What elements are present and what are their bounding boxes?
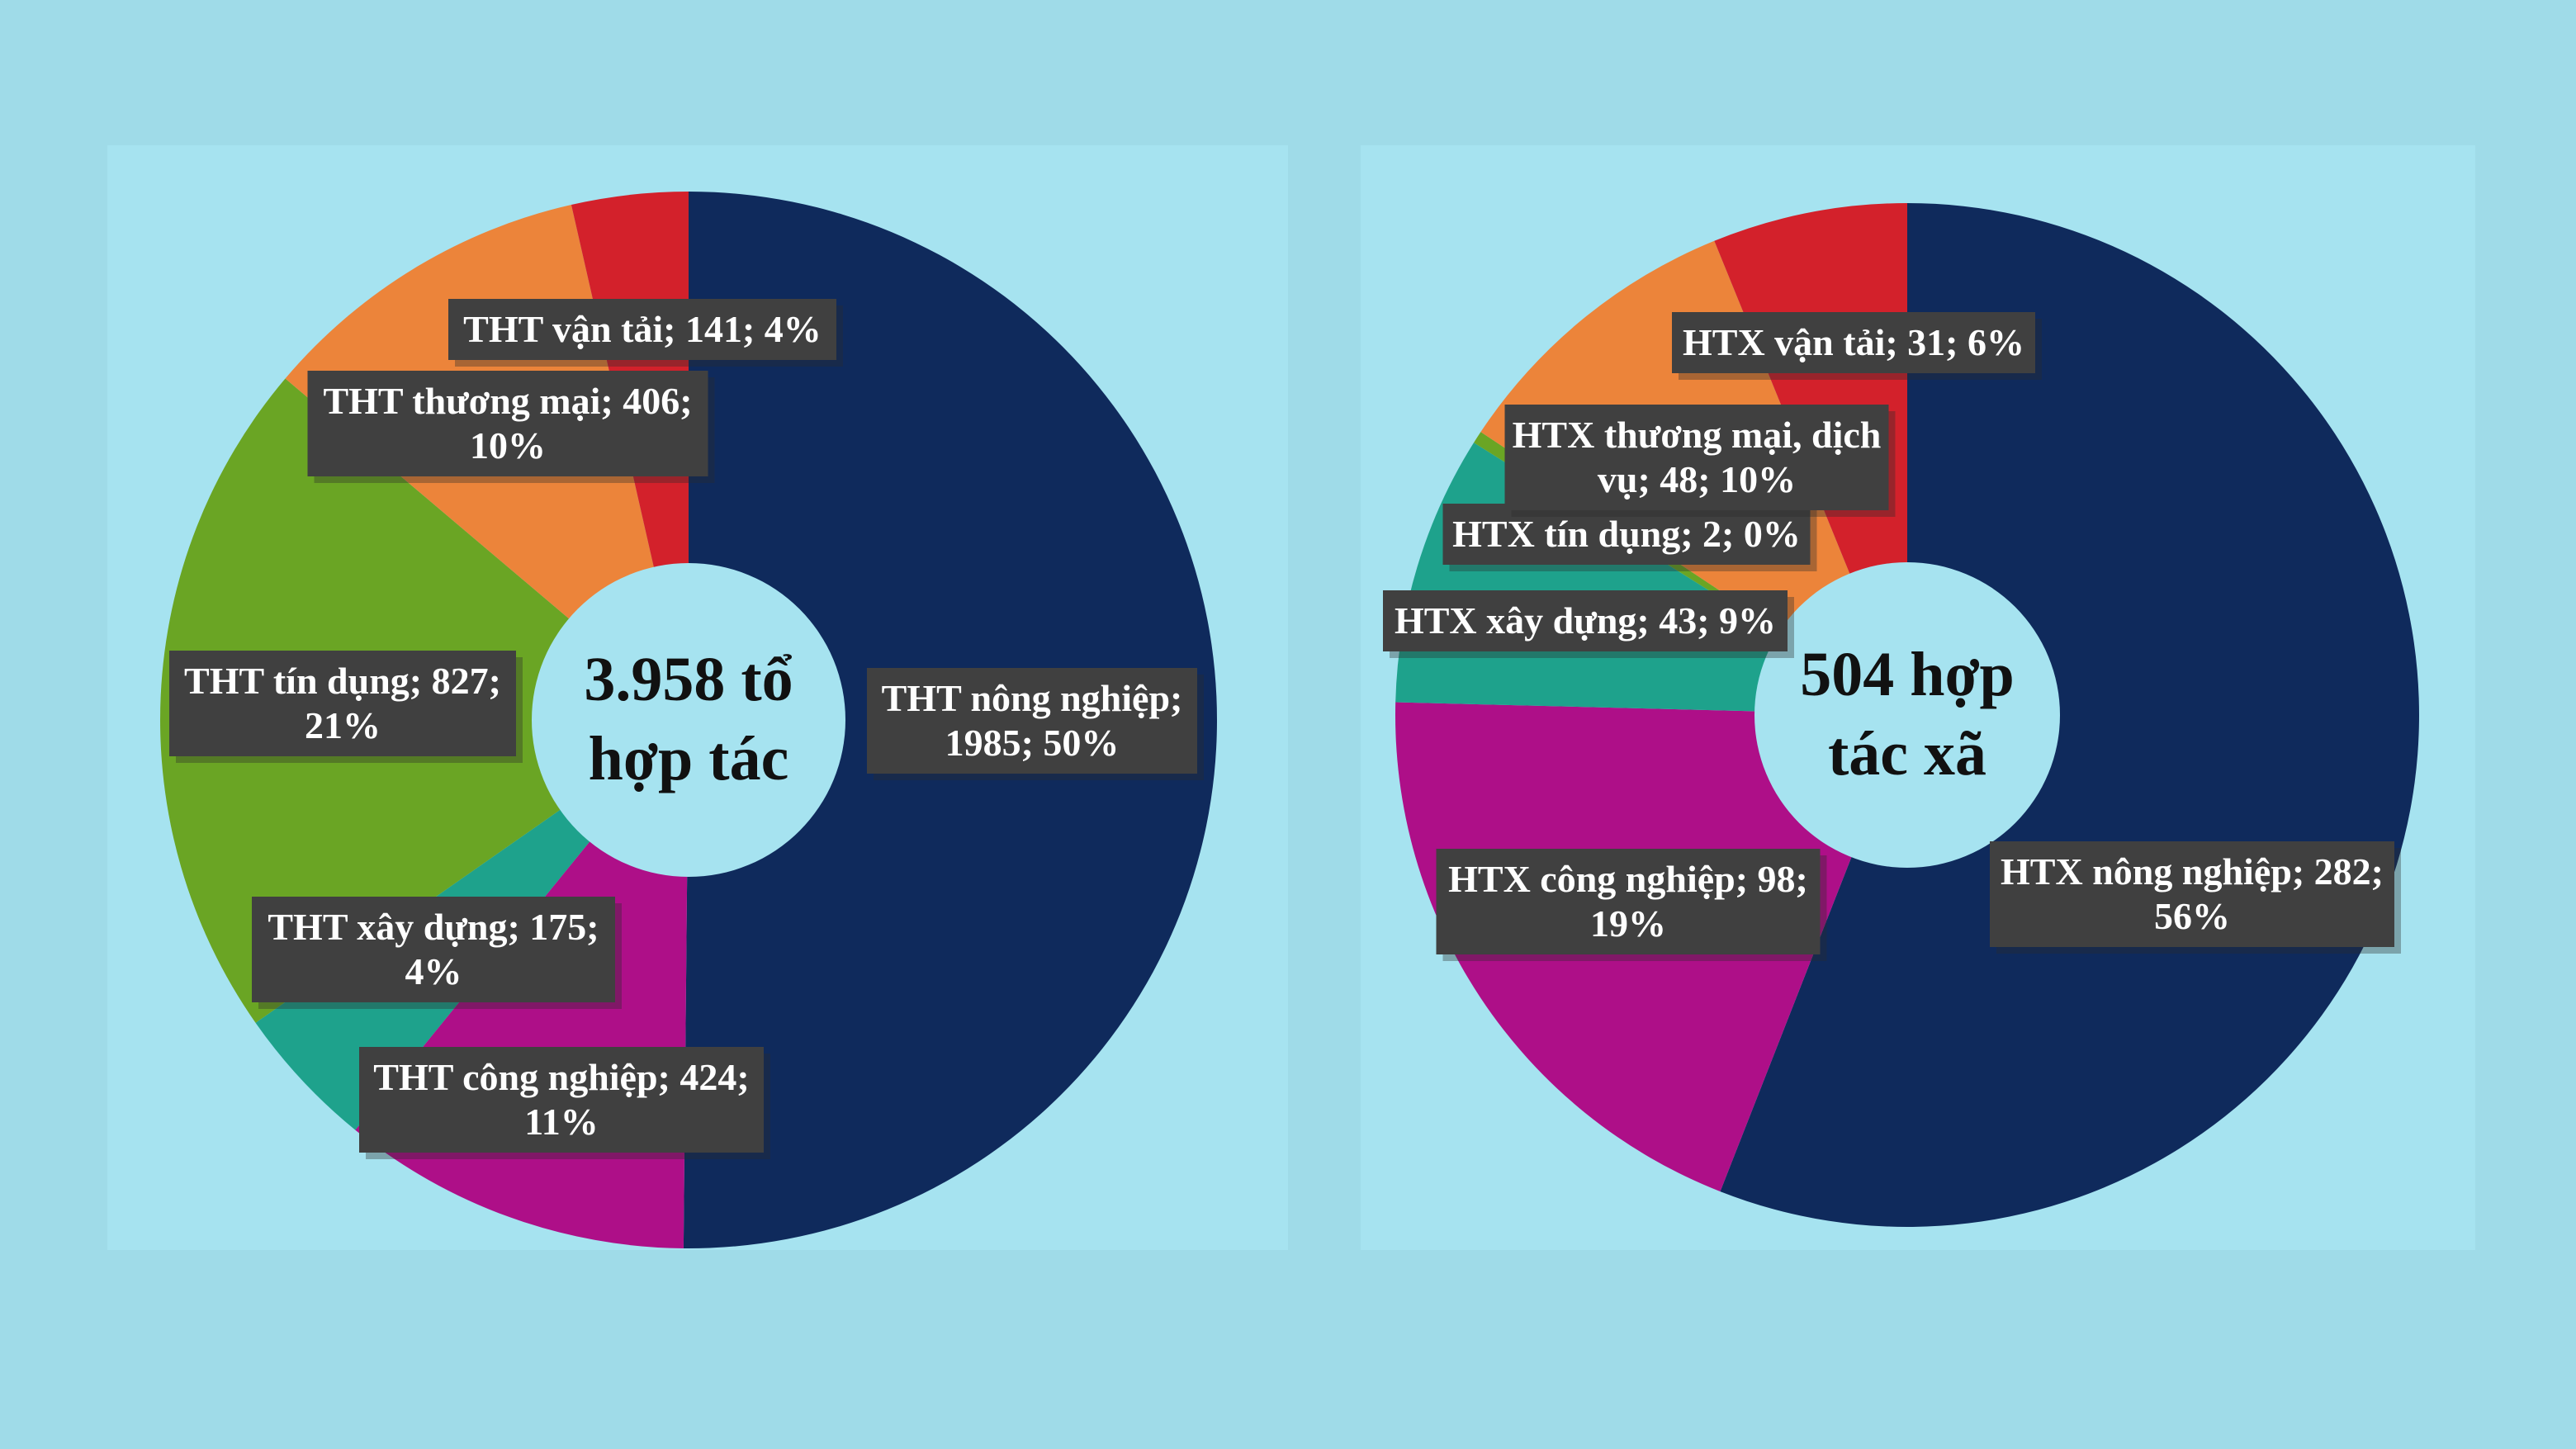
svg-text:THT thương mại; 406;10%: THT thương mại; 406; 10%: [323, 380, 692, 466]
svg-text:THT vận tải; 141; 4%: THT vận tải; 141; 4%: [463, 308, 822, 350]
data-label-tht-thuong-mai: THT thương mại; 406; 10%: [307, 371, 715, 483]
data-label-htx-nong-nghiep: HTX nông nghiệp; 282; 56%: [1990, 841, 2401, 954]
data-label-htx-van-tai: HTX vận tải; 31; 6%: [1672, 312, 2042, 380]
htx-center-label: 504 hợp tác xã: [1800, 640, 2015, 788]
svg-text:HTX nông nghiệp; 282;56%: HTX nông nghiệp; 282; 56%: [2001, 850, 2384, 937]
tht-center-hole: [532, 563, 845, 877]
svg-text:THT nông nghiệp;1985; 50%: THT nông nghiệp; 1985; 50%: [882, 677, 1183, 764]
svg-text:HTX tín dụng; 2; 0%: HTX tín dụng; 2; 0%: [1452, 513, 1801, 555]
data-label-htx-thuong-mai-dich-vu: HTX thương mại, dịch vụ; 48; 10%: [1504, 405, 1896, 517]
htx-donut-chart: 504 hợp tác xã HTX nông nghiệp; 282; 56% HTX…: [1383, 203, 2419, 1227]
data-label-tht-nong-nghiep: THT nông nghiệp; 1985; 50%: [867, 668, 1204, 780]
tht-donut-chart: 3.958 tổ hợp tác THT nông nghiệp; 1985; 50%…: [160, 192, 1217, 1248]
svg-text:HTX vận tải; 31; 6%: HTX vận tải; 31; 6%: [1683, 321, 2024, 363]
data-label-tht-cong-nghiep: THT công nghiệp; 424; 11%: [359, 1047, 770, 1159]
svg-text:THT công nghiệp; 424;11%: THT công nghiệp; 424; 11%: [373, 1056, 749, 1143]
data-label-htx-xay-dung: HTX xây dựng; 43; 9%: [1383, 590, 1794, 658]
svg-text:HTX xây dựng; 43; 9%: HTX xây dựng; 43; 9%: [1395, 599, 1776, 642]
htx-center-hole: [1754, 562, 2060, 868]
svg-text:THT tín dụng; 827;21%: THT tín dụng; 827; 21%: [184, 660, 501, 746]
data-label-htx-tin-dung: HTX tín dụng; 2; 0%: [1442, 504, 1817, 571]
data-label-tht-van-tai: THT vận tải; 141; 4%: [448, 299, 843, 367]
svg-text:HTX công nghiệp; 98;19%: HTX công nghiệp; 98; 19%: [1448, 858, 1808, 945]
slice-htx-nong-nghiep: [1720, 203, 2419, 1227]
svg-text:THT xây dựng; 175;4%: THT xây dựng; 175; 4%: [268, 906, 599, 992]
data-label-tht-tin-dung: THT tín dụng; 827; 21%: [169, 651, 523, 763]
data-label-htx-cong-nghiep: HTX công nghiệp; 98; 19%: [1436, 849, 1827, 961]
tht-center-label: 3.958 tổ hợp tác: [584, 645, 793, 793]
data-label-tht-xay-dung: THT xây dựng; 175; 4%: [252, 897, 622, 1009]
